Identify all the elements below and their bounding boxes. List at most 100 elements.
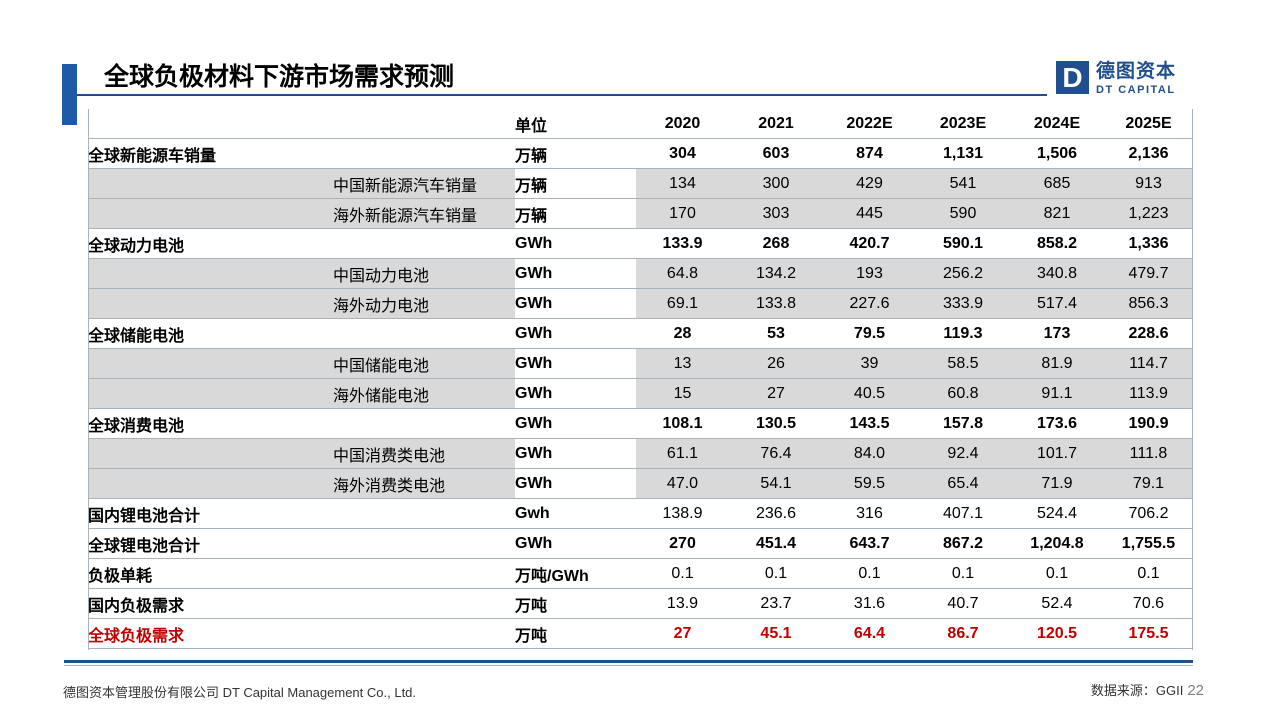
- table-row: 全球储能电池 GWh 28 53 79.5 119.3 173 228.6: [88, 318, 1193, 349]
- row-value: 0.1: [1104, 558, 1193, 589]
- row-value: 256.2: [916, 258, 1010, 289]
- row-value: 27: [636, 618, 729, 649]
- row-value: 706.2: [1104, 498, 1193, 529]
- row-value: 81.9: [1010, 348, 1104, 379]
- row-value: 340.8: [1010, 258, 1104, 289]
- row-value: 15: [636, 378, 729, 409]
- title-accent-bar: [62, 64, 77, 125]
- row-value: 1,131: [916, 138, 1010, 169]
- row-value: 134.2: [729, 258, 823, 289]
- footer-source-block: 数据来源：GGII 22: [1091, 680, 1204, 699]
- row-unit: GWh: [515, 408, 636, 439]
- row-value: 193: [823, 258, 916, 289]
- row-value: 58.5: [916, 348, 1010, 379]
- row-label: 国内负极需求: [88, 588, 333, 619]
- row-value: 111.8: [1104, 438, 1193, 469]
- table-row: 海外消费类电池 GWh 47.0 54.1 59.5 65.4 71.9 79.1: [88, 468, 1193, 499]
- footer-company: 德图资本管理股份有限公司 DT Capital Management Co., …: [63, 685, 417, 700]
- row-value: 61.1: [636, 438, 729, 469]
- header-year: 2021: [758, 114, 794, 132]
- row-value: 13.9: [636, 588, 729, 619]
- row-value: 113.9: [1104, 378, 1193, 409]
- row-value: 479.7: [1104, 258, 1193, 289]
- row-value: 913: [1104, 168, 1193, 199]
- row-unit: GWh: [515, 318, 636, 349]
- row-value: 0.1: [823, 558, 916, 589]
- row-value: 101.7: [1010, 438, 1104, 469]
- row-label: [88, 168, 333, 199]
- row-value: 114.7: [1104, 348, 1193, 379]
- row-value: 60.8: [916, 378, 1010, 409]
- row-value: 119.3: [916, 318, 1010, 349]
- page-number: 22: [1187, 682, 1204, 699]
- row-unit: 万辆: [515, 198, 636, 229]
- row-sub-label: [333, 558, 515, 589]
- row-value: 0.1: [636, 558, 729, 589]
- row-value: 64.8: [636, 258, 729, 289]
- table-row: 负极单耗 万吨/GWh 0.1 0.1 0.1 0.1 0.1 0.1: [88, 558, 1193, 589]
- table-row: 全球动力电池 GWh 133.9 268 420.7 590.1 858.2 1,336: [88, 228, 1193, 259]
- row-value: 2,136: [1104, 138, 1193, 169]
- row-unit: GWh: [515, 288, 636, 319]
- row-value: 84.0: [823, 438, 916, 469]
- row-value: 13: [636, 348, 729, 379]
- row-value: 79.1: [1104, 468, 1193, 499]
- row-value: 54.1: [729, 468, 823, 499]
- row-value: 71.9: [1010, 468, 1104, 499]
- row-sub-label: [333, 588, 515, 619]
- row-value: 70.6: [1104, 588, 1193, 619]
- row-value: 236.6: [729, 498, 823, 529]
- row-sub-label: 海外新能源汽车销量: [333, 198, 515, 229]
- row-value: 26: [729, 348, 823, 379]
- row-sub-label: [333, 408, 515, 439]
- row-value: 157.8: [916, 408, 1010, 439]
- row-sub-label: [333, 618, 515, 649]
- row-value: 268: [729, 228, 823, 259]
- row-value: 0.1: [729, 558, 823, 589]
- logo-name-en: DT CAPITAL: [1096, 84, 1176, 96]
- row-unit: GWh: [515, 258, 636, 289]
- row-value: 1,204.8: [1010, 528, 1104, 559]
- table-row: 海外动力电池 GWh 69.1 133.8 227.6 333.9 517.4 856.3: [88, 288, 1193, 319]
- row-value: 445: [823, 198, 916, 229]
- row-sub-label: 中国动力电池: [333, 258, 515, 289]
- row-value: 316: [823, 498, 916, 529]
- row-label: [88, 378, 333, 409]
- table-header-row: 单位 2020 2021 2022E 2023E 2024E 2025E: [88, 109, 1193, 139]
- row-value: 517.4: [1010, 288, 1104, 319]
- row-value: 170: [636, 198, 729, 229]
- row-unit: GWh: [515, 228, 636, 259]
- company-logo: D 德图资本 DT CAPITAL: [1056, 61, 1180, 97]
- table-row: 中国消费类电池 GWh 61.1 76.4 84.0 92.4 101.7 111.8: [88, 438, 1193, 469]
- row-value: 91.1: [1010, 378, 1104, 409]
- row-value: 64.4: [823, 618, 916, 649]
- row-value: 134: [636, 168, 729, 199]
- row-value: 79.5: [823, 318, 916, 349]
- row-value: 69.1: [636, 288, 729, 319]
- row-value: 590: [916, 198, 1010, 229]
- header-year: 2022E: [846, 114, 893, 132]
- row-value: 23.7: [729, 588, 823, 619]
- row-value: 270: [636, 528, 729, 559]
- row-unit: GWh: [515, 348, 636, 379]
- row-value: 1,755.5: [1104, 528, 1193, 559]
- row-value: 1,506: [1010, 138, 1104, 169]
- row-value: 86.7: [916, 618, 1010, 649]
- row-value: 821: [1010, 198, 1104, 229]
- forecast-table: 单位 2020 2021 2022E 2023E 2024E 2025E 全球新…: [88, 109, 1193, 649]
- row-value: 40.7: [916, 588, 1010, 619]
- row-label: 全球锂电池合计: [88, 528, 333, 559]
- row-sub-label: 中国储能电池: [333, 348, 515, 379]
- row-sub-label: [333, 228, 515, 259]
- row-value: 31.6: [823, 588, 916, 619]
- row-value: 333.9: [916, 288, 1010, 319]
- table-row: 国内负极需求 万吨 13.9 23.7 31.6 40.7 52.4 70.6: [88, 588, 1193, 619]
- row-value: 92.4: [916, 438, 1010, 469]
- row-sub-label: 海外储能电池: [333, 378, 515, 409]
- table-frame-left: [88, 109, 89, 650]
- row-unit: GWh: [515, 528, 636, 559]
- row-value: 120.5: [1010, 618, 1104, 649]
- header-blank: [88, 109, 333, 139]
- row-value: 173: [1010, 318, 1104, 349]
- row-value: 429: [823, 168, 916, 199]
